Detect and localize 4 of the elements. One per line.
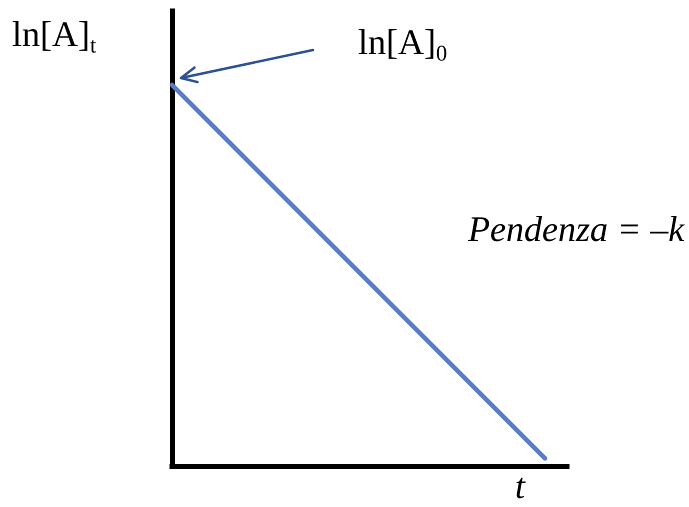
- text: ln[A]$_{0}$: [358, 22, 448, 66]
- y-axis-title: ln[A]$_{t}$: [12, 14, 96, 58]
- x-axis-title: t: [515, 466, 526, 507]
- annotation: Pendenza = –k: [468, 209, 684, 250]
